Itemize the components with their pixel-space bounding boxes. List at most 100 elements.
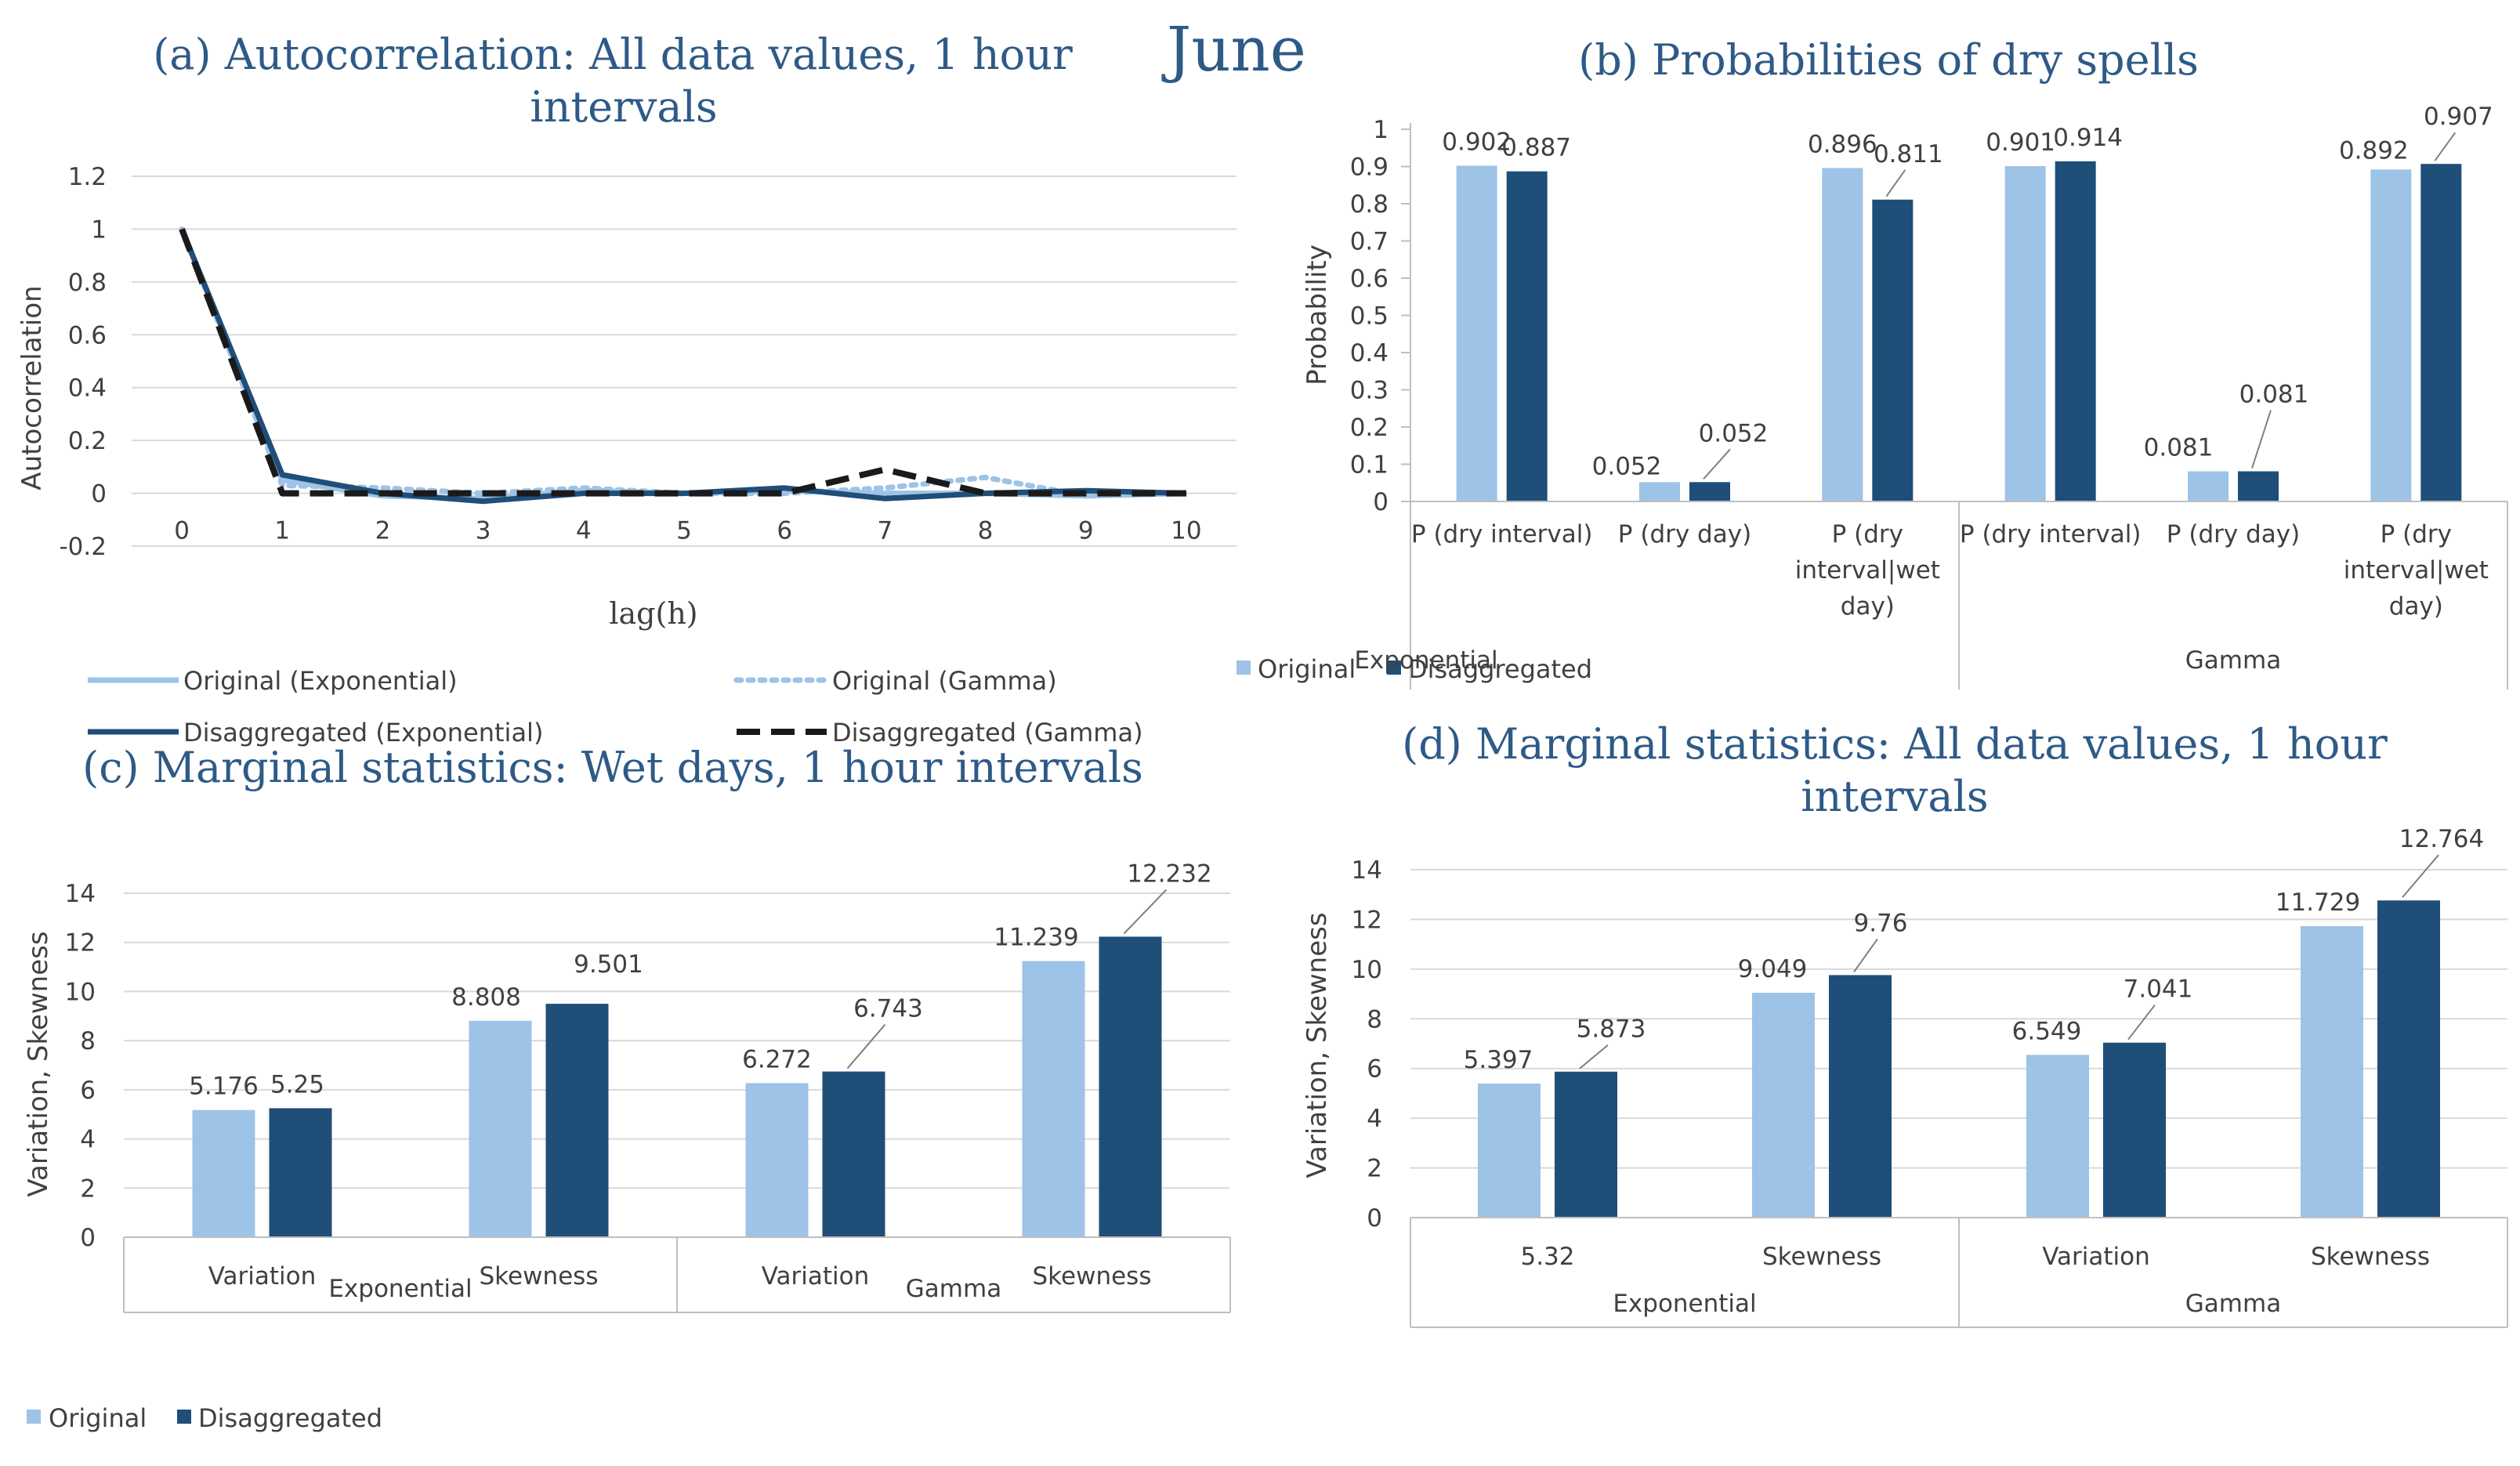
category-label: Skewness	[1762, 1243, 1881, 1271]
data-label: 0.811	[1874, 140, 1943, 168]
legend-swatch-disaggregated	[177, 1410, 191, 1424]
x-tick-label: 9	[1078, 517, 1094, 545]
data-label-leader	[846, 1023, 886, 1070]
data-label: 0.901	[1986, 129, 2055, 157]
y-tick-label: 4	[80, 1126, 96, 1154]
y-tick-label: 1	[1373, 116, 1389, 144]
bar-disaggregated	[2420, 164, 2462, 502]
data-label: 0.896	[1808, 130, 1877, 158]
y-tick-label: 0	[1367, 1204, 1382, 1233]
category-label: Skewness	[480, 1262, 599, 1290]
legend-label-original-gamma: Original (Gamma)	[832, 666, 1057, 696]
legend-swatch-original	[1236, 661, 1251, 675]
y-tick-label: 0.6	[68, 321, 107, 349]
y-tick-label: 12	[1352, 906, 1382, 934]
data-label-leader	[2434, 132, 2457, 161]
bar-disaggregated	[1506, 171, 1548, 502]
category-label: P (dry	[1832, 520, 1903, 548]
bar-disaggregated	[1555, 1071, 1617, 1218]
y-tick-label: 1.2	[68, 163, 107, 191]
x-tick-label: 10	[1171, 517, 1201, 545]
data-label-leader	[1703, 448, 1731, 480]
y-tick-label: 0.2	[1350, 414, 1389, 442]
panel-d-title-line1: (d) Marginal statistics: All data values…	[1402, 719, 2388, 769]
y-tick-label: 2	[80, 1175, 96, 1203]
y-tick-label: 10	[1352, 956, 1382, 984]
category-label: Variation	[208, 1262, 317, 1290]
y-tick-label: 6	[80, 1077, 96, 1105]
group-label: Gamma	[2185, 646, 2281, 675]
bar-disaggregated	[1872, 199, 1914, 501]
data-label: 9.049	[1738, 955, 1808, 983]
group-label: Gamma	[2185, 1290, 2281, 1318]
panel-b-legend: Original Disaggregated	[1236, 654, 1592, 684]
data-label: 0.887	[1501, 134, 1571, 162]
bar-original	[1639, 482, 1680, 501]
data-label: 11.239	[994, 924, 1078, 952]
y-tick-label: 0.5	[1350, 302, 1389, 331]
x-tick-label: 8	[978, 517, 994, 545]
category-label: Skewness	[1033, 1262, 1152, 1290]
data-label: 0.081	[2239, 381, 2309, 409]
category-label: Variation	[762, 1262, 870, 1290]
y-tick-label: 0.7	[1350, 228, 1389, 256]
data-label: 5.873	[1577, 1015, 1646, 1044]
data-label-leader	[1123, 889, 1168, 935]
legend-label-disaggregated-gamma: Disaggregated (Gamma)	[832, 718, 1143, 747]
y-tick-label: 0.4	[1350, 339, 1389, 367]
y-tick-label: 0	[80, 1224, 96, 1252]
category-label: day)	[2389, 592, 2443, 621]
y-tick-label: 8	[1367, 1005, 1382, 1033]
x-tick-label: 6	[777, 517, 792, 545]
data-label: 5.176	[189, 1073, 259, 1101]
y-tick-label: 1	[91, 215, 107, 244]
data-label: 6.549	[2012, 1017, 2082, 1045]
group-label: Exponential	[1613, 1290, 1756, 1318]
y-tick-label: 0.8	[68, 269, 107, 297]
bar-original	[1478, 1083, 1541, 1218]
legend-label-disaggregated: Disaggregated	[1408, 654, 1592, 684]
bar-disaggregated	[822, 1071, 885, 1237]
category-label: 5.32	[1520, 1243, 1574, 1271]
data-label: 12.232	[1127, 860, 1211, 888]
group-label: Gamma	[906, 1275, 1001, 1303]
legend-swatch-disaggregated	[1387, 661, 1401, 675]
data-label: 12.764	[2399, 825, 2484, 853]
bar-disaggregated	[2055, 161, 2096, 501]
series-line-disaggregated-exponential	[179, 228, 1186, 505]
data-label: 6.743	[853, 995, 923, 1023]
x-tick-label: 4	[576, 517, 592, 545]
category-label: P (dry	[2381, 520, 2452, 548]
panel-c-y-axis-label: Variation, Skewness	[23, 931, 54, 1196]
panel-c-title: (c) Marginal statistics: Wet days, 1 hou…	[82, 743, 1143, 792]
bar-original	[2370, 169, 2412, 502]
panel-a-x-axis-label: lag(h)	[609, 596, 697, 631]
category-label: P (dry interval)	[1411, 520, 1593, 548]
legend-label-disaggregated: Disaggregated	[198, 1403, 382, 1433]
bar-disaggregated	[2103, 1042, 2166, 1218]
y-tick-label: 0.3	[1350, 377, 1389, 405]
data-label-leader	[1885, 169, 1906, 197]
y-tick-label: 12	[65, 929, 96, 957]
series-line-original-gamma	[179, 226, 1189, 499]
y-tick-label: 0.9	[1350, 154, 1389, 182]
panel-d-y-axis-label: Variation, Skewness	[1302, 912, 1333, 1178]
legend-label-disaggregated-exponential: Disaggregated (Exponential)	[183, 718, 543, 747]
y-tick-label: 10	[65, 978, 96, 1006]
x-tick-label: 5	[676, 517, 692, 545]
legend-swatch-original	[27, 1410, 41, 1424]
y-tick-label: 2	[1367, 1155, 1382, 1183]
y-tick-label: 14	[1352, 856, 1382, 885]
data-label-leader	[1579, 1044, 1609, 1070]
data-label: 9.501	[574, 950, 643, 979]
group-label: Exponential	[328, 1275, 472, 1303]
legend-label-original: Original	[1258, 654, 1356, 684]
panel-a-legend: Original (Exponential) Original (Gamma) …	[88, 666, 1143, 747]
bar-disaggregated	[1689, 482, 1730, 501]
data-label: 8.808	[451, 983, 521, 1012]
x-tick-label: 0	[174, 517, 190, 545]
y-tick-label: 0.4	[68, 375, 107, 403]
bar-disaggregated	[269, 1108, 332, 1237]
y-tick-label: 4	[1367, 1105, 1382, 1133]
bar-original	[469, 1020, 532, 1237]
